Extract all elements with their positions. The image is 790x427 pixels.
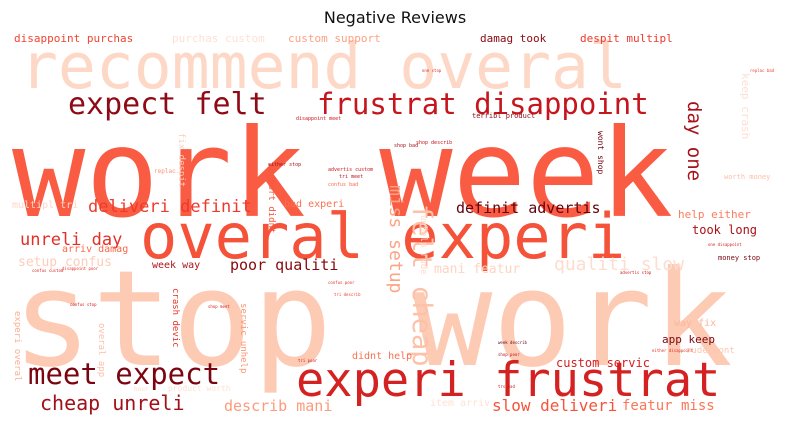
word-meet-expect: meet expect — [28, 357, 221, 391]
word-keep-crash: keep crash — [739, 73, 752, 140]
word-experi-overal: experi overal — [12, 311, 22, 382]
word-cloud: work week stop work overal experi recommend… — [12, 33, 780, 420]
word-didnt-help: didnt help — [352, 351, 413, 362]
word-unreli-day: unreli day — [20, 230, 123, 250]
word-shop-meet: shop meet — [208, 304, 230, 309]
word-one-stop: one stop — [422, 68, 442, 73]
word-worth-money: worth money — [724, 173, 771, 181]
word-disappoint-meet: disappoint meet — [296, 116, 342, 122]
word-rude-wont: rude wont — [686, 346, 735, 356]
word-multipl-tri: multipl tri — [12, 200, 79, 211]
word-disappoint-purchas: disappoint purchas — [14, 33, 134, 45]
word-advertis-stop: advertis stop — [620, 270, 652, 275]
word-purchas-custom: purchas custom — [172, 33, 265, 45]
word-either-stop: either stop — [268, 162, 302, 168]
word-stop-work: stop work — [12, 243, 733, 397]
word-disappoint-poor: disappoint poor — [62, 266, 99, 271]
chart-title: Negative Reviews — [323, 8, 467, 27]
word-trs-bad: trs bad — [498, 384, 515, 389]
word-replac: replac — [154, 168, 176, 175]
word-miss-setup: miss setup — [385, 185, 406, 294]
word-confus-bad: confus bad — [328, 182, 359, 188]
word-tri-poor: tri poor — [298, 358, 318, 363]
word-help-either: help either — [678, 208, 751, 221]
word-poor-qualiti: poor qualiti — [230, 256, 339, 274]
word-took-long: took long — [692, 223, 758, 237]
word-cheap-unreli: cheap unreli — [40, 391, 185, 415]
word-confus-stop: confus stop — [70, 302, 97, 307]
word-tri-meet: tri meet — [339, 174, 364, 180]
word-setup-confus: setup confus — [18, 255, 112, 270]
word-experi-frustrat: experi frustrat — [296, 353, 721, 408]
word-overal-experi: overal experi — [140, 200, 626, 273]
word-qualiti-slow: qualiti slow — [554, 254, 685, 275]
word-work-week: work week — [12, 103, 674, 245]
word-deliveri-definit: deliveri definit — [88, 197, 252, 217]
word-fix-despit: fix despit — [176, 133, 186, 188]
word-way-fix: way fix — [674, 318, 717, 329]
word-wont-shop: wont shop — [596, 131, 605, 175]
word-support-didnt: support didnt — [266, 163, 276, 234]
word-one-disappoint: one disappoint — [708, 242, 742, 247]
word-confus-poor: confus poor — [328, 280, 355, 285]
word-frustrat-disappoint: frustrat disappoint — [317, 87, 649, 121]
word-servic-unhelp: servic unhelp — [238, 303, 248, 374]
word-expect-felt: expect felt — [68, 87, 267, 122]
word-either-disappoint: either disappoint — [652, 348, 693, 353]
word-app-keep: app keep — [662, 333, 715, 346]
word-terribl-product: terribl product — [472, 112, 536, 120]
word-replac-bad: replac bad — [750, 68, 775, 73]
word-shop-describ: shop describ — [416, 140, 453, 146]
word-product-worth: product worth — [168, 384, 231, 393]
word-mani-featur: mani featur — [434, 262, 521, 277]
word-slow-deliveri: slow deliveri — [492, 396, 618, 415]
word-shop-bad: shop bad — [394, 143, 419, 149]
word-featur-miss: featur miss — [622, 398, 715, 414]
word-advertis-custom: advertis custom — [328, 167, 374, 173]
word-recommend-overal: recommend overal — [20, 33, 627, 103]
word-describ-mani: describ mani — [224, 397, 333, 415]
word-confus-custom: confus custom — [32, 268, 64, 273]
word-crash-devic: crash devic — [170, 288, 180, 348]
word-overal-app: overal app — [96, 323, 106, 378]
word-custom-support: custom support — [288, 33, 381, 45]
word-week-way: week way — [152, 260, 201, 271]
word-hour: hour — [134, 386, 149, 393]
word-damag-took: damag took — [480, 33, 547, 45]
word-day-one: day one — [683, 101, 705, 182]
word-arriv-damag: arriv damag — [62, 244, 129, 255]
word-unhelp-rude: unhelp rude — [418, 215, 428, 275]
word-bad-experi: bad experi — [284, 199, 345, 210]
word-money-stop: money stop — [718, 254, 761, 262]
word-tri-describ: tri describ — [334, 292, 361, 297]
word-definit-advertis: definit advertis — [456, 199, 601, 217]
word-shop-poor: shop poor — [498, 352, 520, 357]
word-week-describ: week describ — [498, 340, 527, 345]
word-despit-multipl: despit multipl — [580, 33, 673, 45]
word-custom-servic: custom servic — [556, 356, 650, 370]
word-item-arriv: item arriv — [430, 398, 491, 409]
